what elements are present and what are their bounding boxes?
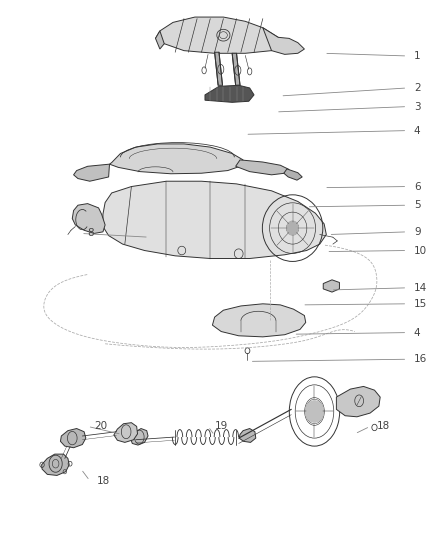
Polygon shape [236, 160, 289, 175]
Polygon shape [42, 454, 69, 475]
Polygon shape [131, 429, 148, 445]
Text: 4: 4 [414, 126, 420, 135]
Text: 16: 16 [414, 354, 427, 364]
Polygon shape [60, 429, 86, 448]
Polygon shape [212, 304, 306, 337]
Text: 8: 8 [88, 229, 94, 238]
Polygon shape [263, 28, 304, 54]
Text: 5: 5 [414, 200, 420, 210]
Polygon shape [232, 53, 240, 85]
Text: 18: 18 [96, 476, 110, 486]
Polygon shape [155, 31, 164, 49]
Text: 3: 3 [414, 102, 420, 111]
Text: 19: 19 [215, 422, 228, 431]
Text: 15: 15 [414, 299, 427, 309]
Text: 4: 4 [414, 328, 420, 337]
Polygon shape [215, 52, 223, 85]
Text: 10: 10 [414, 246, 427, 255]
Polygon shape [74, 164, 110, 181]
Text: 20: 20 [94, 422, 107, 431]
Polygon shape [205, 85, 254, 102]
Polygon shape [323, 280, 339, 292]
Text: 18: 18 [377, 422, 390, 431]
Polygon shape [114, 423, 138, 442]
Text: 6: 6 [414, 182, 420, 191]
Polygon shape [103, 181, 326, 259]
Text: 1: 1 [414, 51, 420, 61]
Polygon shape [72, 204, 105, 233]
Text: 14: 14 [414, 283, 427, 293]
Polygon shape [284, 169, 302, 180]
Polygon shape [155, 17, 285, 53]
Text: 2: 2 [414, 83, 420, 93]
Polygon shape [110, 144, 243, 174]
Polygon shape [239, 429, 256, 442]
Polygon shape [336, 386, 380, 417]
Circle shape [306, 401, 323, 422]
Text: 9: 9 [414, 227, 420, 237]
Circle shape [287, 221, 298, 235]
